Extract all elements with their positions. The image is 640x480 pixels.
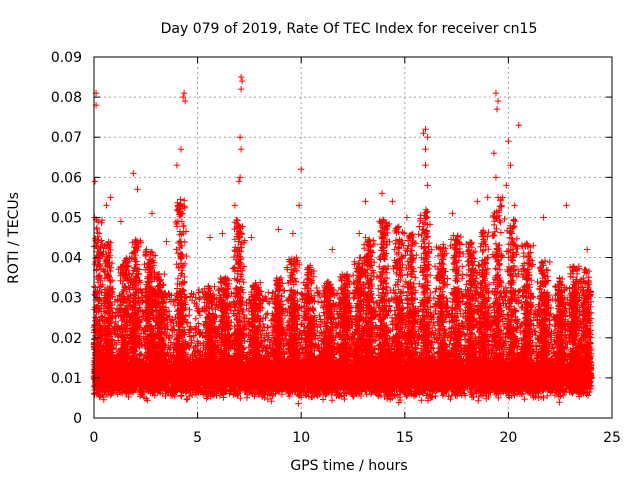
- peak-marker: [134, 186, 141, 193]
- peak-marker: [107, 194, 114, 201]
- x-tick-label: 20: [499, 430, 517, 446]
- peak-marker: [356, 230, 363, 237]
- peak-marker: [173, 162, 181, 169]
- y-axis-tick-labels: 0 0.01 0.02 0.03 0.04 0.05 0.06 0.07 0.08 0.09: [51, 50, 82, 427]
- peak-marker: [298, 166, 305, 173]
- peak-marker: [237, 73, 245, 81]
- peak-marker: [494, 97, 502, 105]
- peak-marker: [179, 93, 187, 101]
- peak-marker: [490, 150, 498, 157]
- peak-marker: [237, 146, 245, 153]
- peak-marker: [295, 202, 303, 209]
- y-tick-label: 0: [73, 411, 82, 427]
- peak-marker: [507, 162, 514, 169]
- peak-marker: [563, 202, 570, 209]
- peak-marker: [206, 234, 214, 241]
- peak-marker: [389, 198, 396, 205]
- peak-marker: [362, 198, 369, 205]
- peak-marker: [424, 134, 431, 141]
- peak-marker: [492, 89, 500, 97]
- y-tick-label: 0.01: [51, 371, 82, 387]
- peak-marker: [236, 174, 244, 181]
- plot-frame: [93, 56, 613, 419]
- y-axis-label: ROTI / TECUs: [6, 192, 22, 284]
- peak-marker: [237, 85, 245, 93]
- y-tick-label: 0.08: [51, 90, 82, 106]
- y-tick-label: 0.07: [51, 130, 82, 146]
- x-tick-label: 0: [90, 430, 99, 446]
- peak-marker: [422, 146, 429, 153]
- peak-marker: [511, 202, 518, 209]
- peak-marker: [515, 121, 522, 129]
- peak-marker: [231, 202, 239, 209]
- peak-marker: [289, 230, 297, 237]
- peak-marker: [180, 89, 188, 97]
- peak-marker: [238, 77, 246, 85]
- x-tick-label: 25: [603, 430, 621, 446]
- peak-marker: [493, 105, 501, 113]
- peak-marker: [163, 238, 170, 245]
- peak-marker: [219, 230, 226, 237]
- peak-marker: [422, 162, 429, 169]
- peak-marker: [424, 182, 431, 189]
- peak-marker: [403, 214, 411, 221]
- peak-marker: [130, 170, 137, 177]
- peak-marker: [275, 226, 282, 233]
- y-tick-label: 0.06: [51, 170, 82, 186]
- x-tick-label: 15: [396, 430, 414, 446]
- peak-marker: [503, 182, 510, 189]
- axis-ticks: [93, 56, 613, 419]
- y-tick-label: 0.05: [51, 210, 82, 226]
- peak-marker: [378, 190, 386, 197]
- peak-marker: [177, 146, 185, 153]
- peak-marker: [117, 218, 125, 225]
- x-axis-label: GPS time / hours: [290, 458, 407, 474]
- peak-marker: [103, 202, 110, 209]
- x-tick-label: 5: [193, 430, 202, 446]
- peak-marker: [492, 174, 500, 181]
- y-tick-label: 0.03: [51, 291, 82, 307]
- peak-marker: [181, 97, 189, 105]
- peak-marker: [91, 178, 99, 185]
- peak-marker: [236, 134, 244, 141]
- peak-marker: [420, 130, 427, 137]
- peak-marker: [248, 234, 255, 241]
- x-axis-tick-labels: 0 5 10 15 20 25: [90, 430, 621, 446]
- y-tick-label: 0.09: [51, 50, 82, 66]
- peak-marker: [235, 178, 243, 185]
- y-tick-label: 0.02: [51, 331, 82, 347]
- peak-marker: [422, 126, 429, 133]
- scatter-markers: [90, 194, 595, 407]
- peak-marker: [505, 138, 512, 145]
- peak-marker: [449, 210, 456, 217]
- peak-marker: [474, 198, 481, 205]
- chart-title: Day 079 of 2019, Rate Of TEC Index for r…: [161, 21, 538, 37]
- peak-marker: [329, 246, 336, 253]
- peak-marker: [148, 210, 156, 217]
- x-tick-label: 10: [292, 430, 310, 446]
- y-tick-label: 0.04: [51, 251, 82, 267]
- peak-marker: [583, 246, 591, 253]
- peak-marker: [540, 214, 547, 221]
- peak-marker: [484, 194, 491, 201]
- data-points: [90, 73, 595, 407]
